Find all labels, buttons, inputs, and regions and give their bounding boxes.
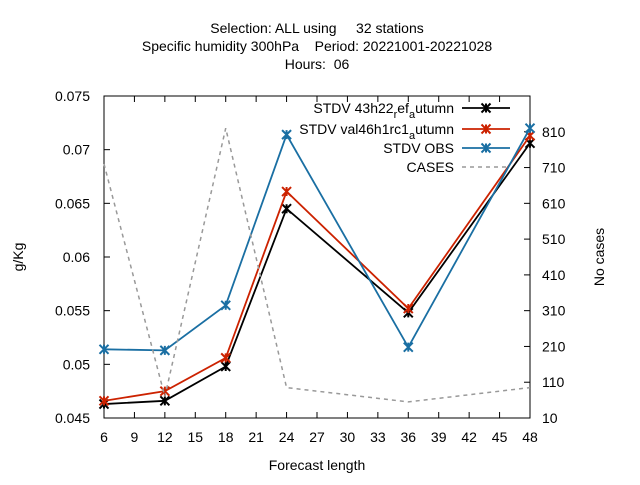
y-tick-label: 0.075 — [55, 88, 90, 104]
x-tick-label: 27 — [309, 429, 325, 445]
legend-marker — [480, 123, 492, 135]
data-point — [220, 300, 231, 311]
x-tick-label: 6 — [100, 429, 108, 445]
y2-tick-label: 410 — [542, 267, 566, 283]
data-point — [403, 341, 414, 353]
legend-entry-label: STDV 43h22refautumn — [313, 100, 454, 121]
series-line — [103, 127, 531, 352]
y-tick-label: 0.06 — [63, 249, 90, 265]
data-point — [159, 395, 171, 407]
y-tick-label: 0.065 — [55, 195, 90, 211]
data-point — [220, 361, 231, 372]
y-tick-label: 0.045 — [55, 410, 90, 426]
y-axis: 0.045 0.05 0.055 0.06 0.065 0.07 0.075 — [55, 88, 110, 426]
data-point — [403, 303, 414, 314]
data-point — [281, 129, 292, 140]
data-point — [220, 352, 231, 364]
y-tick-label: 0.07 — [63, 142, 90, 158]
x-tick-label: 30 — [340, 429, 356, 445]
x-tick-label: 42 — [461, 429, 477, 445]
legend-entry-label: STDV val46h1rc1autumn — [299, 121, 454, 142]
x-tick-label: 36 — [400, 429, 416, 445]
y2-tick-label: 810 — [542, 124, 566, 140]
x-axis-label: Forecast length — [269, 457, 366, 473]
chart-title-group: Selection: ALL using 32 stations Specific… — [142, 20, 492, 72]
x-tick-label: 9 — [131, 429, 139, 445]
series-line — [103, 142, 531, 405]
legend-marker — [480, 102, 492, 114]
chart-title-line: Selection: ALL using 32 stations — [210, 20, 424, 36]
chart-title-line: Hours: 06 — [285, 56, 350, 72]
plot-frame — [103, 95, 531, 419]
y-axis-label: g/Kg — [10, 243, 26, 272]
y2-tick-label: 310 — [542, 303, 566, 319]
chart-title-line: Specific humidity 300hPa Period: 2022100… — [142, 38, 492, 54]
data-point — [98, 395, 110, 407]
series-3 — [103, 128, 531, 403]
legend-entry-label: CASES — [407, 159, 454, 175]
data-point — [524, 122, 536, 134]
data-point — [98, 344, 110, 355]
y2-axis: 10 110 210 310 410 510 610 710 810 — [524, 124, 566, 426]
series-0 — [98, 138, 536, 410]
x-tick-label: 15 — [187, 429, 203, 445]
y2-tick-label: 210 — [542, 338, 566, 354]
y-tick-label: 0.05 — [63, 356, 90, 372]
series-group — [98, 122, 536, 410]
x-tick-label: 18 — [218, 429, 234, 445]
x-tick-label: 12 — [157, 429, 173, 445]
series-1 — [98, 130, 536, 407]
y2-tick-label: 10 — [542, 410, 558, 426]
x-tick-label: 21 — [248, 429, 264, 445]
data-point — [159, 345, 171, 356]
y2-tick-label: 610 — [542, 195, 566, 211]
legend-entry-label: STDV OBS — [383, 140, 454, 156]
y2-tick-label: 710 — [542, 160, 566, 176]
y2-tick-label: 110 — [542, 374, 565, 390]
x-tick-label: 24 — [279, 429, 295, 445]
y2-axis-label: No cases — [591, 228, 607, 286]
y2-tick-label: 510 — [542, 231, 566, 247]
x-axis: 6 9 12 15 18 21 24 27 30 33 36 39 42 45 48 — [100, 96, 538, 445]
series-line — [103, 135, 531, 402]
y-tick-label: 0.055 — [55, 303, 90, 319]
series-line — [103, 128, 531, 403]
legend-marker — [480, 142, 492, 154]
x-tick-label: 39 — [431, 429, 447, 445]
data-point — [281, 203, 292, 214]
x-tick-label: 45 — [492, 429, 508, 445]
data-point — [281, 186, 292, 197]
series-2 — [98, 122, 536, 356]
x-tick-label: 33 — [370, 429, 386, 445]
x-tick-label: 48 — [522, 429, 538, 445]
